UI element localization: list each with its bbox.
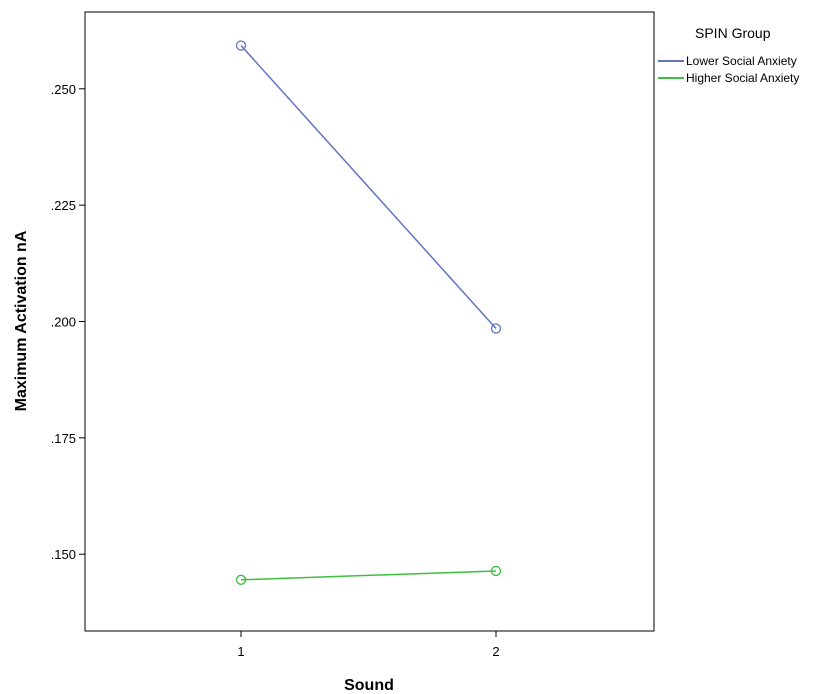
y-tick-label: .175 — [51, 431, 76, 446]
y-tick-label: .225 — [51, 198, 76, 213]
x-tick-label: 2 — [492, 644, 499, 659]
data-point — [490, 565, 502, 577]
series-line — [240, 45, 497, 329]
data-point — [490, 323, 502, 334]
series-line — [240, 570, 497, 581]
legend: SPIN Group Lower Social Anxiety Higher So… — [658, 25, 799, 85]
y-tick-label: .150 — [51, 547, 76, 562]
y-tick-label: .250 — [51, 82, 76, 97]
y-axis-title: Maximum Activation nA — [13, 230, 30, 411]
x-tick-label: 1 — [237, 644, 244, 659]
y-tick-label: .200 — [51, 315, 76, 330]
y-axis: .150 .175 .200 .225 .250 — [51, 82, 85, 562]
series-layer — [235, 40, 502, 585]
legend-title: SPIN Group — [695, 25, 771, 41]
x-axis-title: Sound — [344, 677, 394, 694]
legend-label: Higher Social Anxiety — [686, 71, 799, 85]
legend-items: Lower Social Anxiety Higher Social Anxiet… — [658, 54, 799, 85]
plot-area — [84, 11, 655, 632]
data-point — [235, 40, 247, 51]
data-point — [235, 574, 247, 585]
legend-label: Lower Social Anxiety — [686, 54, 797, 68]
